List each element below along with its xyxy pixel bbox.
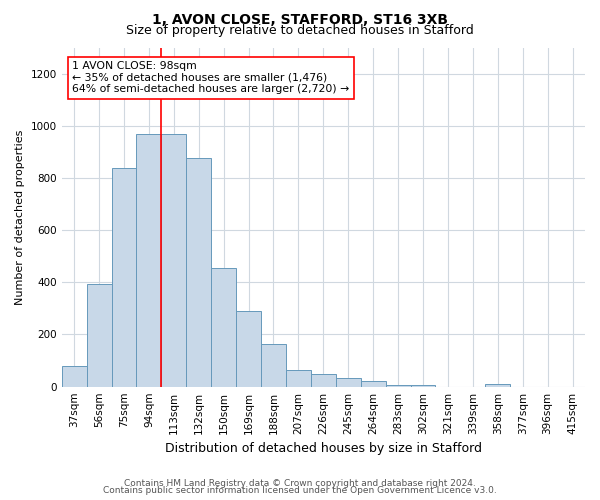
Text: 1 AVON CLOSE: 98sqm
← 35% of detached houses are smaller (1,476)
64% of semi-det: 1 AVON CLOSE: 98sqm ← 35% of detached ho… bbox=[72, 61, 349, 94]
Bar bbox=[112, 168, 136, 386]
Bar bbox=[361, 381, 386, 386]
Bar bbox=[136, 134, 161, 386]
Bar bbox=[161, 134, 186, 386]
Bar bbox=[211, 268, 236, 386]
Bar bbox=[62, 366, 86, 386]
Bar bbox=[336, 378, 361, 386]
X-axis label: Distribution of detached houses by size in Stafford: Distribution of detached houses by size … bbox=[165, 442, 482, 455]
Y-axis label: Number of detached properties: Number of detached properties bbox=[15, 130, 25, 305]
Bar bbox=[86, 284, 112, 387]
Text: 1, AVON CLOSE, STAFFORD, ST16 3XB: 1, AVON CLOSE, STAFFORD, ST16 3XB bbox=[152, 12, 448, 26]
Text: Contains HM Land Registry data © Crown copyright and database right 2024.: Contains HM Land Registry data © Crown c… bbox=[124, 478, 476, 488]
Bar bbox=[261, 344, 286, 386]
Bar bbox=[286, 370, 311, 386]
Bar bbox=[311, 374, 336, 386]
Bar bbox=[236, 311, 261, 386]
Text: Size of property relative to detached houses in Stafford: Size of property relative to detached ho… bbox=[126, 24, 474, 37]
Bar bbox=[485, 384, 510, 386]
Bar bbox=[186, 158, 211, 386]
Text: Contains public sector information licensed under the Open Government Licence v3: Contains public sector information licen… bbox=[103, 486, 497, 495]
